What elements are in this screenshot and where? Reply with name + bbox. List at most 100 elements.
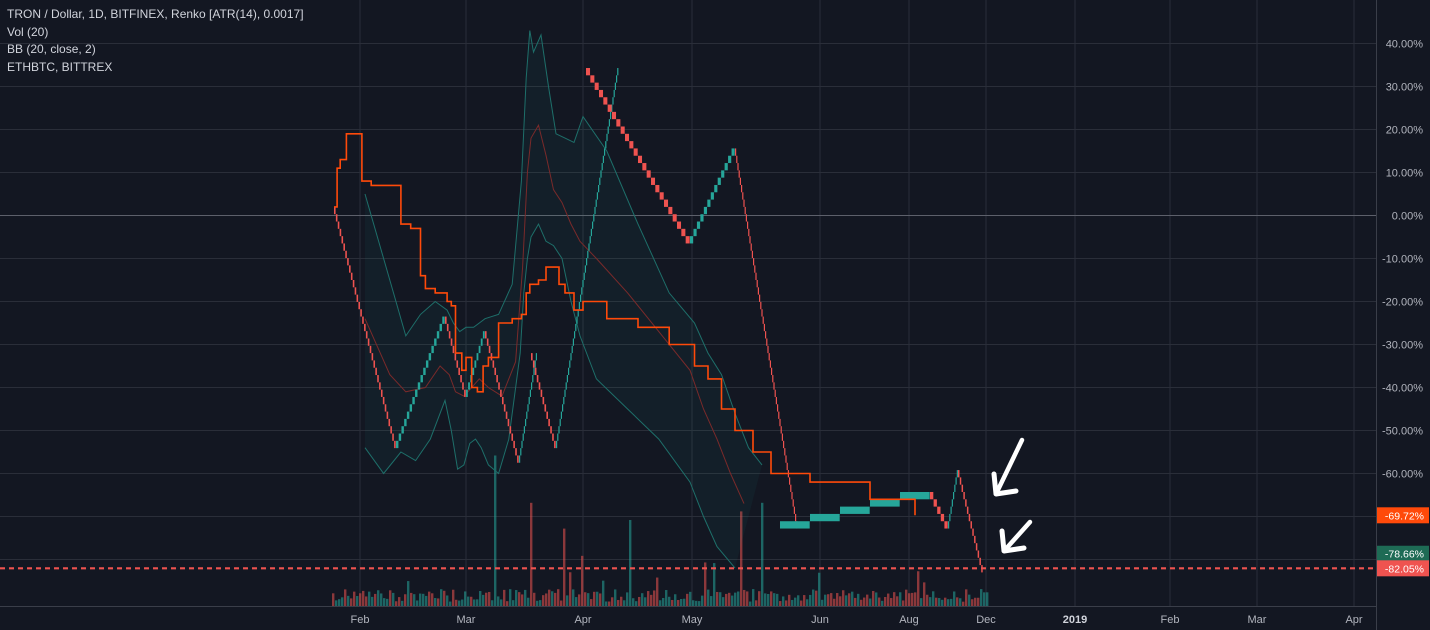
volume-bar (647, 591, 650, 606)
renko-brick (531, 382, 533, 390)
renko-brick (442, 316, 445, 324)
y-tick-label: 30.00% (1386, 82, 1424, 94)
renko-brick (756, 280, 758, 288)
volume-bar (521, 594, 524, 606)
volume-bar (341, 597, 344, 606)
renko-brick (498, 382, 500, 390)
renko-brick (779, 418, 781, 427)
renko-brick (607, 126, 609, 134)
renko-brick (700, 214, 704, 222)
legend-volume[interactable]: Vol (20) (7, 24, 49, 39)
volume-bar (902, 600, 905, 606)
renko-brick (703, 206, 708, 215)
renko-brick (347, 258, 349, 266)
renko-brick (535, 353, 537, 361)
volume-bar (557, 589, 560, 606)
renko-brick (404, 418, 407, 427)
renko-brick (507, 418, 510, 427)
renko-brick (434, 338, 437, 346)
volume-bar (416, 600, 419, 606)
renko-brick (513, 440, 515, 449)
volume-bar (824, 594, 827, 606)
renko-brick (476, 353, 479, 361)
renko-brick (369, 345, 372, 354)
volume-bar (587, 593, 590, 606)
renko-brick (638, 155, 643, 164)
volume-bar (953, 591, 956, 606)
renko-brick (480, 338, 483, 346)
renko-brick (710, 192, 714, 200)
volume-bar (455, 599, 458, 606)
renko-brick (540, 389, 543, 397)
renko-brick (599, 177, 601, 185)
renko-brick (761, 309, 763, 317)
volume-bar (806, 599, 809, 606)
volume-bar (452, 589, 455, 606)
volume-bar (623, 600, 626, 606)
renko-brick (774, 389, 776, 397)
volume-bar (491, 600, 494, 606)
x-tick-label: Mar (457, 614, 476, 626)
renko-brick (737, 163, 739, 171)
renko-brick (365, 331, 368, 339)
volume-bar (869, 598, 872, 606)
renko-brick (789, 477, 791, 485)
legend-bollinger[interactable]: BB (20, close, 2) (7, 42, 96, 56)
volume-bar (827, 594, 830, 606)
legend-main-symbol[interactable]: TRON / Dollar, 1D, BITFINEX, Renko [ATR(… (7, 7, 304, 21)
renko-brick (769, 360, 771, 368)
volume-bar (473, 599, 476, 606)
volume-bar (872, 590, 875, 606)
legend-compare-symbol[interactable]: ETHBTC, BITTREX (7, 59, 113, 74)
volume-bar (710, 596, 713, 606)
renko-brick (760, 301, 762, 310)
renko-brick (714, 184, 718, 193)
volume-bar (575, 597, 578, 606)
volume-bar (776, 593, 779, 606)
volume-bar (479, 591, 482, 606)
renko-brick (690, 236, 694, 244)
renko-brick (751, 250, 753, 259)
volume-bar (977, 597, 980, 606)
volume-bar (926, 594, 929, 606)
renko-brick (590, 75, 595, 83)
volume-bar (839, 596, 842, 606)
volume-bar (716, 591, 719, 606)
renko-brick (759, 294, 761, 302)
renko-brick (546, 411, 549, 419)
volume-bar (683, 598, 686, 606)
renko-brick (371, 353, 374, 361)
renko-brick (590, 228, 592, 237)
arrow-head (991, 471, 1019, 497)
renko-brick (492, 360, 495, 368)
renko-brick (337, 221, 340, 229)
renko-brick (468, 382, 470, 390)
renko-brick (398, 433, 402, 441)
volume-bar (563, 528, 566, 606)
volume-bar (923, 582, 926, 606)
renko-brick (599, 89, 604, 98)
renko-brick (536, 375, 539, 383)
volume-bar (536, 600, 539, 606)
renko-brick (534, 360, 536, 368)
y-tick-label: -10.00% (1382, 254, 1423, 266)
volume-bar (422, 593, 425, 606)
renko-brick (364, 323, 366, 332)
volume-bar (440, 589, 443, 606)
renko-brick (464, 389, 466, 397)
arrow-shaft (993, 437, 1025, 497)
renko-brick (613, 89, 615, 98)
volume-bar (410, 592, 413, 606)
volume-bar (917, 571, 920, 606)
renko-brick (445, 316, 447, 324)
renko-brick (343, 243, 345, 251)
volume-bar (380, 593, 383, 606)
volume-bar (362, 590, 365, 606)
renko-brick (721, 170, 725, 178)
renko-brick (786, 462, 788, 471)
volume-bar (614, 589, 617, 606)
price-badge-bg (1377, 507, 1429, 524)
volume-bar (980, 589, 983, 606)
renko-brick (565, 382, 567, 390)
